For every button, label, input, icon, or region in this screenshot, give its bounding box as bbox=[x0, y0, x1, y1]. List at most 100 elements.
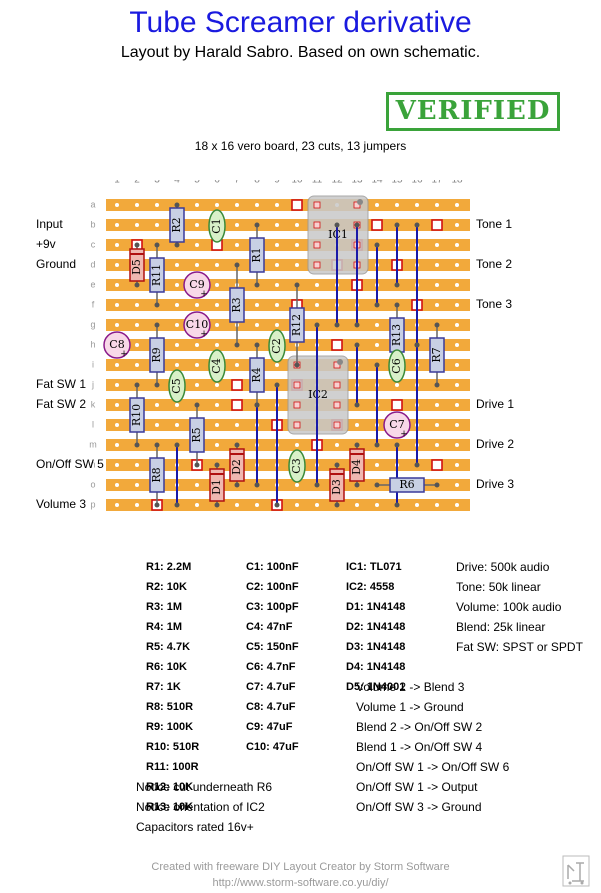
vero-board-diagram: 1 2 3 4 5 6 7 8 9 10 11 12 13 14 15 16 17 18abcdefghijklm… bbox=[89, 180, 470, 520]
copper-strip bbox=[106, 499, 470, 511]
strip-hole bbox=[175, 363, 179, 367]
column-number: 9 bbox=[274, 180, 280, 186]
strip-hole bbox=[435, 403, 439, 407]
left-connection-label: Input bbox=[36, 217, 63, 231]
column-number: 7 bbox=[234, 180, 240, 186]
wiring-instruction: On/Off SW 1 -> On/Off SW 6 bbox=[356, 760, 510, 774]
column-number: 17 bbox=[431, 180, 443, 186]
strip-hole bbox=[215, 263, 219, 267]
column-number: 13 bbox=[351, 180, 363, 186]
strip-hole bbox=[375, 463, 379, 467]
diy-layout-creator-logo bbox=[562, 855, 590, 887]
left-connection-label: On/Off SW 5 bbox=[36, 457, 104, 471]
pot-value: Blend: 25k linear bbox=[456, 620, 546, 634]
diode-label: D3 bbox=[330, 479, 343, 495]
column-number: 5 bbox=[194, 180, 200, 186]
right-connection-label: Tone 3 bbox=[476, 297, 513, 311]
right-connection-label: Drive 2 bbox=[476, 437, 515, 451]
row-letter: a bbox=[90, 199, 95, 209]
column-number: 6 bbox=[214, 180, 220, 186]
wiring-instruction: Volume 1 -> Ground bbox=[356, 700, 464, 714]
resistor bbox=[374, 477, 440, 493]
resistor-value: R13: 10K bbox=[146, 801, 194, 813]
strip-hole bbox=[455, 483, 459, 487]
polarity-mark: + bbox=[200, 330, 208, 340]
resistor-label: R7 bbox=[430, 347, 443, 362]
strip-hole bbox=[455, 423, 459, 427]
track-cut bbox=[431, 219, 443, 231]
note-item: Notice cut underneath R6 bbox=[136, 780, 273, 794]
strip-hole bbox=[315, 283, 319, 287]
note-item: Capacitors rated 16v+ bbox=[136, 820, 254, 834]
notes-list: Notice cut underneath R6 Notice orientati… bbox=[136, 777, 272, 837]
resistor-values-list: R1: 2.2M R2: 10K R3: 1M R4: 1M R5: 4.7K R6: 1… bbox=[146, 557, 199, 817]
resistor-value: R2: 10K bbox=[146, 581, 187, 593]
strip-hole bbox=[135, 203, 139, 207]
strip-hole bbox=[435, 203, 439, 207]
strip-hole bbox=[215, 423, 219, 427]
strip-hole bbox=[195, 383, 199, 387]
diode bbox=[329, 462, 345, 508]
ceramic-capacitor bbox=[208, 349, 226, 383]
strip-hole bbox=[195, 263, 199, 267]
resistor-label: R9 bbox=[150, 347, 163, 362]
column-number: 4 bbox=[174, 180, 180, 186]
resistor-value: R10: 510R bbox=[146, 741, 200, 753]
diode-label: D2 bbox=[230, 459, 243, 475]
ceramic-capacitor bbox=[268, 329, 286, 363]
capacitor-value: C3: 100pF bbox=[246, 601, 299, 613]
capacitor-label: C4 bbox=[210, 358, 223, 373]
copper-strip bbox=[106, 239, 470, 251]
row-letter: k bbox=[91, 399, 96, 409]
page-title: Tube Screamer derivative bbox=[129, 6, 472, 39]
jumper-end bbox=[394, 502, 400, 508]
strip-hole bbox=[435, 303, 439, 307]
strip-hole bbox=[175, 303, 179, 307]
column-number: 16 bbox=[411, 180, 423, 186]
semiconductor-value: IC1: TL071 bbox=[346, 561, 402, 573]
ceramic-capacitor bbox=[288, 449, 306, 483]
copper-strip bbox=[106, 199, 470, 211]
semiconductor-values-list: IC1: TL071 IC2: 4558 D1: 1N4148 D2: 1N4148 D… bbox=[346, 557, 405, 697]
strip-hole bbox=[115, 363, 119, 367]
track-cut bbox=[371, 219, 383, 231]
strip-hole bbox=[215, 343, 219, 347]
strip-hole bbox=[295, 263, 299, 267]
strip-hole bbox=[215, 383, 219, 387]
resistor-label: R12 bbox=[290, 314, 303, 336]
resistor bbox=[289, 282, 305, 368]
board-info: 18 x 16 vero board, 23 cuts, 13 jumpers bbox=[194, 139, 407, 153]
strip-hole bbox=[155, 203, 159, 207]
semiconductor-value: IC2: 4558 bbox=[346, 581, 395, 593]
jumper-end bbox=[314, 322, 320, 328]
capacitor-value: C10: 47uF bbox=[246, 741, 299, 753]
capacitor-label: C2 bbox=[270, 338, 283, 353]
jumper-end bbox=[354, 342, 360, 348]
strip-hole bbox=[195, 483, 199, 487]
strip-hole bbox=[455, 283, 459, 287]
capacitor-label: C5 bbox=[170, 378, 183, 393]
strip-hole bbox=[115, 383, 119, 387]
diode bbox=[129, 242, 145, 288]
column-number: 15 bbox=[391, 180, 403, 186]
resistor-value: R11: 100R bbox=[146, 761, 199, 773]
strip-hole bbox=[195, 223, 199, 227]
strip-hole bbox=[115, 223, 119, 227]
capacitor-value: C8: 4.7uF bbox=[246, 701, 296, 713]
strip-hole bbox=[115, 323, 119, 327]
column-number: 18 bbox=[451, 180, 463, 186]
strip-hole bbox=[115, 463, 119, 467]
strip-hole bbox=[115, 283, 119, 287]
footer-url[interactable]: http://www.storm-software.co.yu/diy/ bbox=[212, 877, 389, 889]
strip-hole bbox=[395, 383, 399, 387]
polarity-mark: + bbox=[400, 430, 408, 440]
row-letter: j bbox=[91, 379, 94, 389]
strip-hole bbox=[115, 243, 119, 247]
strip-hole bbox=[455, 363, 459, 367]
resistor-value: R3: 1M bbox=[146, 601, 183, 613]
polarity-mark: + bbox=[120, 350, 128, 360]
copper-strip bbox=[106, 339, 470, 351]
strip-hole bbox=[255, 203, 259, 207]
strip-hole bbox=[235, 423, 239, 427]
track-cut bbox=[431, 459, 443, 471]
